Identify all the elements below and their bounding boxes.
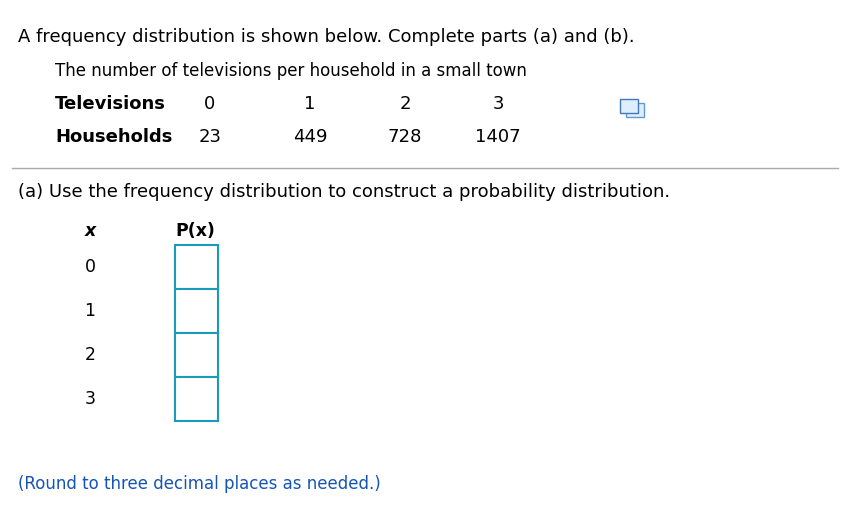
Text: Households: Households [55, 128, 173, 146]
Text: 0: 0 [84, 258, 95, 276]
Text: 1407: 1407 [475, 128, 521, 146]
Text: 0: 0 [204, 95, 216, 113]
Text: 449: 449 [292, 128, 327, 146]
Bar [620, 99, 638, 113]
Text: 2: 2 [84, 346, 95, 364]
Text: 728: 728 [388, 128, 422, 146]
Text: x: x [84, 222, 95, 240]
Text: 3: 3 [84, 390, 95, 408]
Bar [175, 333, 218, 377]
Text: P(x): P(x) [175, 222, 215, 240]
Bar [175, 245, 218, 289]
Bar [175, 289, 218, 333]
Text: (Round to three decimal places as needed.): (Round to three decimal places as needed… [18, 475, 381, 493]
Text: 23: 23 [199, 128, 222, 146]
Text: 2: 2 [400, 95, 411, 113]
Text: (a) Use the frequency distribution to construct a probability distribution.: (a) Use the frequency distribution to co… [18, 183, 670, 201]
Text: 1: 1 [84, 302, 95, 320]
Text: 1: 1 [304, 95, 315, 113]
Text: Televisions: Televisions [55, 95, 166, 113]
Text: The number of televisions per household in a small town: The number of televisions per household … [55, 62, 527, 80]
Text: A frequency distribution is shown below. Complete parts (a) and (b).: A frequency distribution is shown below.… [18, 28, 635, 46]
Bar [626, 103, 644, 117]
Text: 3: 3 [492, 95, 504, 113]
Bar [175, 377, 218, 421]
